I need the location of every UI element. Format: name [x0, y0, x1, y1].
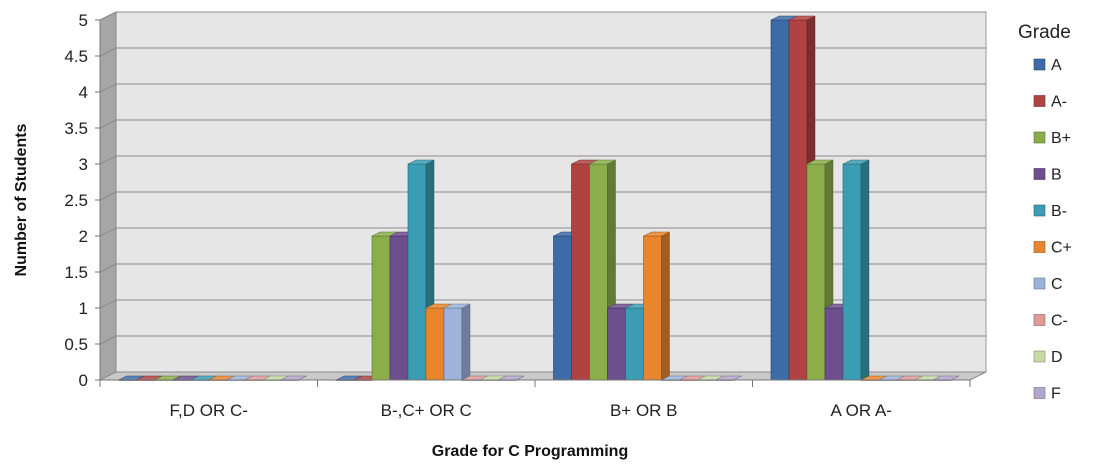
legend-label: B+	[1051, 130, 1071, 147]
x-tick-label: B-,C+ OR C	[381, 401, 472, 420]
bar-front	[425, 307, 445, 381]
legend-label: A	[1051, 57, 1062, 74]
gridline-side	[99, 299, 117, 309]
y-tick-label: 1.5	[64, 263, 88, 282]
bar-top	[842, 159, 870, 165]
x-axis-title: Grade for C Programming	[432, 443, 628, 460]
bar-top	[643, 231, 670, 237]
gridline-side	[99, 83, 117, 93]
bar-top	[443, 303, 471, 309]
legend-swatch	[1033, 204, 1046, 217]
bar-front	[607, 307, 626, 381]
legend-item: A	[1033, 57, 1062, 74]
bars-layer	[118, 15, 960, 381]
y-tick-label: 4.5	[64, 47, 88, 66]
bar-front	[842, 163, 862, 381]
legend-item: B	[1033, 167, 1062, 184]
gridline-side	[99, 47, 117, 57]
bar-side	[860, 159, 870, 381]
y-tick-label: 1	[79, 299, 88, 318]
gridline-side	[99, 191, 117, 201]
legend-label: D	[1051, 349, 1063, 366]
y-tick-label: 3.5	[64, 119, 88, 138]
legend-label: C	[1051, 276, 1063, 293]
gridline-side	[99, 11, 117, 21]
y-tick-label: 2.5	[64, 191, 88, 210]
y-tick-label: 0.5	[64, 335, 88, 354]
legend-swatch	[1033, 387, 1046, 399]
gridline-side	[99, 263, 117, 273]
y-tick-label: 3	[79, 155, 88, 174]
bar-front	[443, 307, 463, 381]
bar-front	[788, 19, 808, 381]
legend-item: C	[1033, 276, 1063, 293]
legend-item: A-	[1033, 94, 1067, 111]
bar-front	[806, 163, 826, 381]
legend-swatch	[1033, 314, 1046, 326]
gridline-side	[99, 119, 117, 129]
x-tick-label: A OR A-	[831, 401, 892, 420]
legend-label: F	[1051, 386, 1061, 403]
bar-side	[461, 303, 471, 381]
x-tick-label: B+ OR B	[610, 401, 678, 420]
axes-layer: 0 0.5 1 1.5 2 2.5 3 3.5 4 4.5 5 F,D OR C- B-,C+ OR C…	[64, 11, 971, 420]
bar	[842, 159, 870, 381]
legend: A A- B+ B B- C+ C C- D F	[1033, 57, 1072, 403]
legend-label: B-	[1051, 203, 1067, 220]
legend-swatch	[1033, 58, 1046, 71]
bar	[443, 303, 471, 381]
y-tick-label: 4	[79, 83, 88, 102]
bar-front	[643, 235, 662, 381]
bar-front	[770, 19, 790, 381]
bar-side	[661, 231, 670, 381]
bar-front	[371, 235, 391, 381]
bar-top	[806, 159, 834, 165]
bar-top	[407, 159, 435, 165]
bar-front	[589, 163, 608, 381]
legend-item: C+	[1033, 240, 1072, 257]
legend-label: C+	[1051, 240, 1072, 257]
y-tick-label: 5	[79, 11, 88, 30]
legend-swatch	[1033, 95, 1046, 107]
x-tick-label: F,D OR C-	[170, 401, 248, 420]
bar	[643, 231, 670, 381]
y-tick-label: 2	[79, 227, 88, 246]
gridline-side	[99, 335, 117, 345]
bar-front	[571, 163, 590, 381]
legend-swatch	[1033, 350, 1046, 363]
legend-item: D	[1033, 349, 1063, 366]
legend-item: C-	[1033, 313, 1068, 330]
gridlines	[99, 11, 986, 345]
bar-front	[553, 235, 572, 381]
legend-swatch	[1033, 168, 1046, 180]
legend-label: B	[1051, 167, 1062, 184]
bar-top	[788, 15, 816, 21]
y-axis-title: Number of Students	[13, 123, 30, 276]
gridline-side	[99, 155, 117, 165]
legend-item: B-	[1033, 203, 1067, 220]
bar-front	[407, 163, 427, 381]
bar-front	[389, 235, 409, 381]
bar-front	[824, 307, 844, 381]
legend-swatch	[1033, 277, 1046, 290]
legend-swatch	[1033, 131, 1046, 144]
legend-label: A-	[1051, 94, 1067, 111]
legend-label: C-	[1051, 313, 1068, 330]
legend-item: B+	[1033, 130, 1071, 147]
legend-swatch	[1033, 241, 1046, 253]
bar-front	[625, 307, 644, 381]
legend-item: F	[1033, 386, 1061, 403]
y-tick-label: 0	[79, 371, 88, 390]
gridline-side	[99, 227, 117, 237]
legend-title: Grade	[1018, 22, 1071, 43]
bar-top	[589, 159, 616, 165]
